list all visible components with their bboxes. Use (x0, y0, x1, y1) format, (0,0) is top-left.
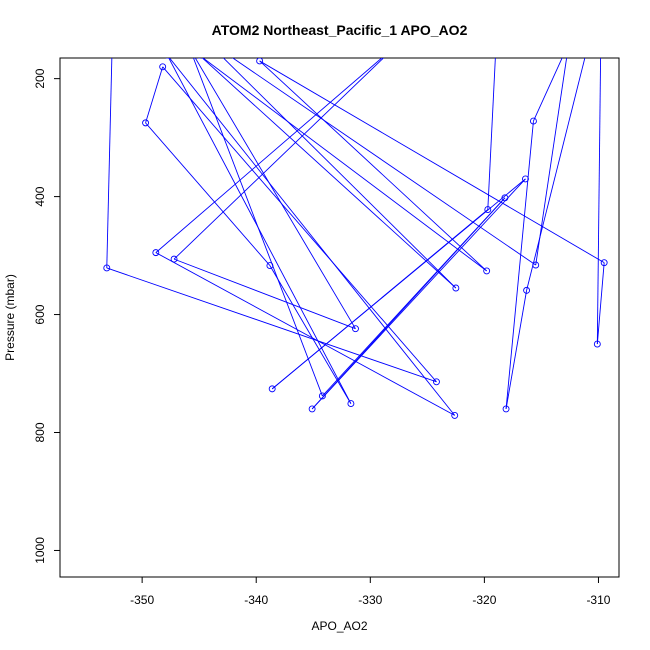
data-point (501, 194, 509, 202)
data-point (352, 325, 359, 333)
data-point (433, 378, 440, 386)
plot-frame (59, 57, 620, 578)
series-line-segment (194, 58, 356, 329)
series-line-segment (232, 58, 536, 266)
data-point (347, 400, 355, 408)
data-point (522, 175, 529, 183)
x-axis: -350 -340 -330 -320 -310 (130, 577, 611, 607)
series-line-segment (145, 122, 271, 266)
data-point (200, 34, 206, 40)
data-point (502, 405, 510, 413)
series-line-segment (145, 66, 164, 124)
series-line-segment (487, 58, 496, 210)
series-line-segment (202, 58, 487, 272)
series-line-segment (311, 178, 526, 410)
series-line-segment (535, 58, 568, 266)
series-line-segment (505, 290, 528, 409)
x-tick-label: -350 (130, 593, 154, 607)
x-axis-label: APO_AO2 (311, 619, 367, 633)
data-point (523, 286, 531, 294)
series-line-segment (533, 58, 563, 122)
series-line-segment (259, 60, 487, 272)
series-line-segment (201, 58, 457, 289)
y-tick-label: 800 (33, 422, 47, 442)
data-point (396, 40, 402, 46)
data-point (318, 392, 326, 400)
series-line-segment (596, 58, 602, 345)
data-point (109, 28, 115, 34)
series-line-segment (169, 58, 456, 416)
data-point (600, 259, 608, 267)
data-point (103, 264, 111, 272)
series-line-segment (192, 58, 323, 397)
data-point (187, 46, 193, 52)
series-line-segment (173, 58, 385, 260)
data-point (566, 40, 572, 46)
series-line-segment (259, 60, 605, 264)
data-point (598, 40, 604, 46)
data-point (152, 249, 160, 257)
y-tick-label: 1000 (33, 537, 47, 564)
y-axis-label: Pressure (mbar) (3, 274, 17, 361)
data-point (308, 405, 316, 413)
series-group (103, 28, 608, 419)
data-point (451, 411, 459, 419)
x-tick-label: -320 (472, 593, 496, 607)
y-tick-label: 200 (33, 68, 47, 88)
series-line-segment (173, 258, 356, 330)
data-point (159, 63, 167, 71)
data-point (529, 117, 537, 125)
data-point (493, 46, 499, 52)
data-point (197, 58, 201, 59)
data-point (142, 119, 150, 127)
series-line-segment (526, 58, 586, 291)
data-point (266, 262, 274, 270)
data-point (452, 284, 460, 292)
series-line-segment (505, 121, 534, 409)
series-line-segment (271, 209, 489, 390)
y-tick-label: 600 (33, 304, 47, 324)
data-point (170, 255, 178, 263)
x-tick-label: -310 (586, 593, 610, 607)
series-line-segment (596, 262, 605, 345)
x-tick-label: -340 (244, 593, 268, 607)
chart-title: ATOM2 Northeast_Pacific_1 APO_AO2 (212, 22, 468, 38)
x-tick-label: -330 (358, 593, 382, 607)
series-line-segment (155, 58, 383, 253)
data-point (268, 385, 276, 393)
data-point (256, 58, 264, 65)
data-point (532, 261, 540, 269)
y-tick-label: 400 (33, 186, 47, 206)
series-line-segment (155, 252, 455, 416)
data-point (483, 267, 491, 275)
data-point (484, 206, 492, 214)
data-point (165, 58, 170, 59)
data-point (584, 46, 590, 52)
series-line-segment (106, 267, 437, 383)
series-line-segment (222, 58, 457, 289)
series-line-segment (106, 58, 113, 268)
y-axis: 200 400 600 800 1000 (33, 68, 60, 564)
series-line-segment (162, 66, 437, 383)
data-point (593, 340, 601, 348)
series-line-segment (269, 265, 352, 404)
